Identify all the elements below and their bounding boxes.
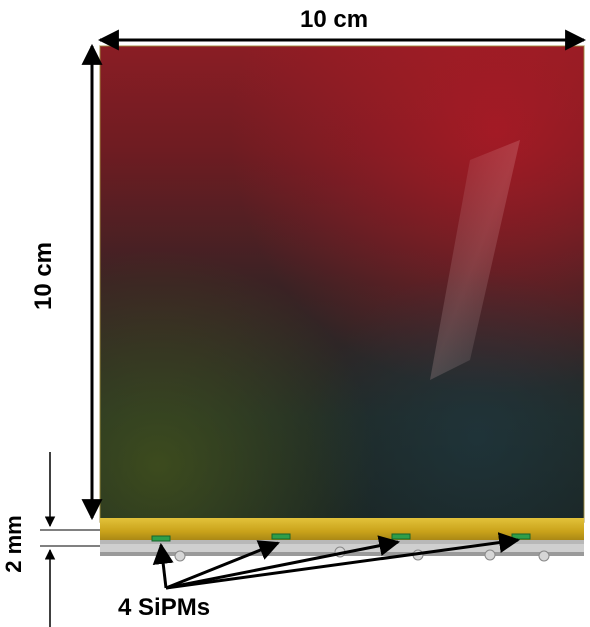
sipm-label: 4 SiPMs [118, 594, 211, 621]
sipm-3 [391, 533, 411, 540]
sipm-4 [511, 533, 531, 540]
scintillator-tile [99, 45, 585, 523]
sipm-2 [271, 533, 291, 540]
thickness-label: 2 mm [1, 515, 26, 573]
sipm-pointer-arrows [152, 532, 521, 590]
sipm-1 [151, 535, 171, 542]
height-label: 10 cm [30, 241, 57, 311]
thickness-dimension [40, 452, 100, 627]
width-label: 10 cm [300, 6, 369, 33]
